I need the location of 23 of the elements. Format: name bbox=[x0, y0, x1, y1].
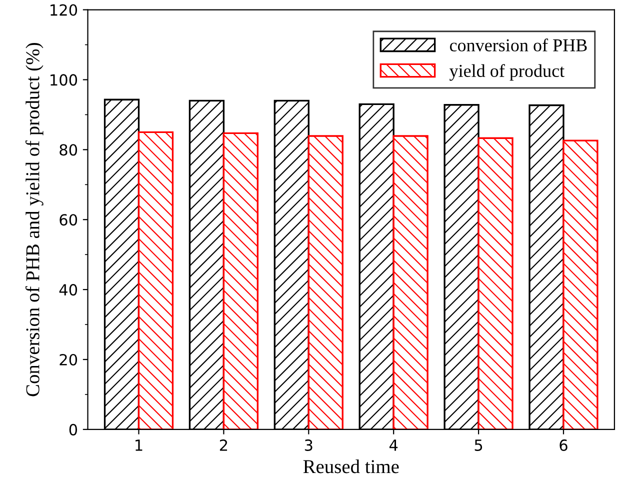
y-tick-label: 120 bbox=[50, 4, 78, 16]
x-axis-title: Reused time bbox=[303, 460, 399, 474]
x-tick-label: 2 bbox=[220, 439, 228, 451]
y-tick-label: 100 bbox=[50, 74, 78, 86]
legend-label: yield of product bbox=[449, 64, 564, 81]
x-tick-label: 6 bbox=[560, 439, 568, 451]
y-tick-label: 80 bbox=[60, 144, 78, 156]
x-tick-label: 3 bbox=[304, 439, 312, 451]
x-tick-label: 1 bbox=[136, 440, 142, 451]
y-axis-title: Conversion of PHB and yielid of product (%) bbox=[25, 43, 44, 396]
bar bbox=[478, 137, 514, 430]
bar bbox=[562, 140, 598, 430]
y-tick-label: 40 bbox=[59, 284, 78, 296]
y-tick-label: 20 bbox=[60, 354, 78, 366]
x-tick-label: 5 bbox=[474, 440, 482, 451]
x-tick-label: 4 bbox=[389, 440, 398, 451]
y-tick-label: 60 bbox=[60, 214, 78, 226]
bar bbox=[392, 135, 428, 430]
bar bbox=[138, 131, 174, 430]
legend-label: conversion of PHB bbox=[450, 38, 587, 52]
y-tick-label: 0 bbox=[69, 424, 78, 436]
bar bbox=[222, 132, 259, 430]
bar bbox=[308, 135, 344, 430]
